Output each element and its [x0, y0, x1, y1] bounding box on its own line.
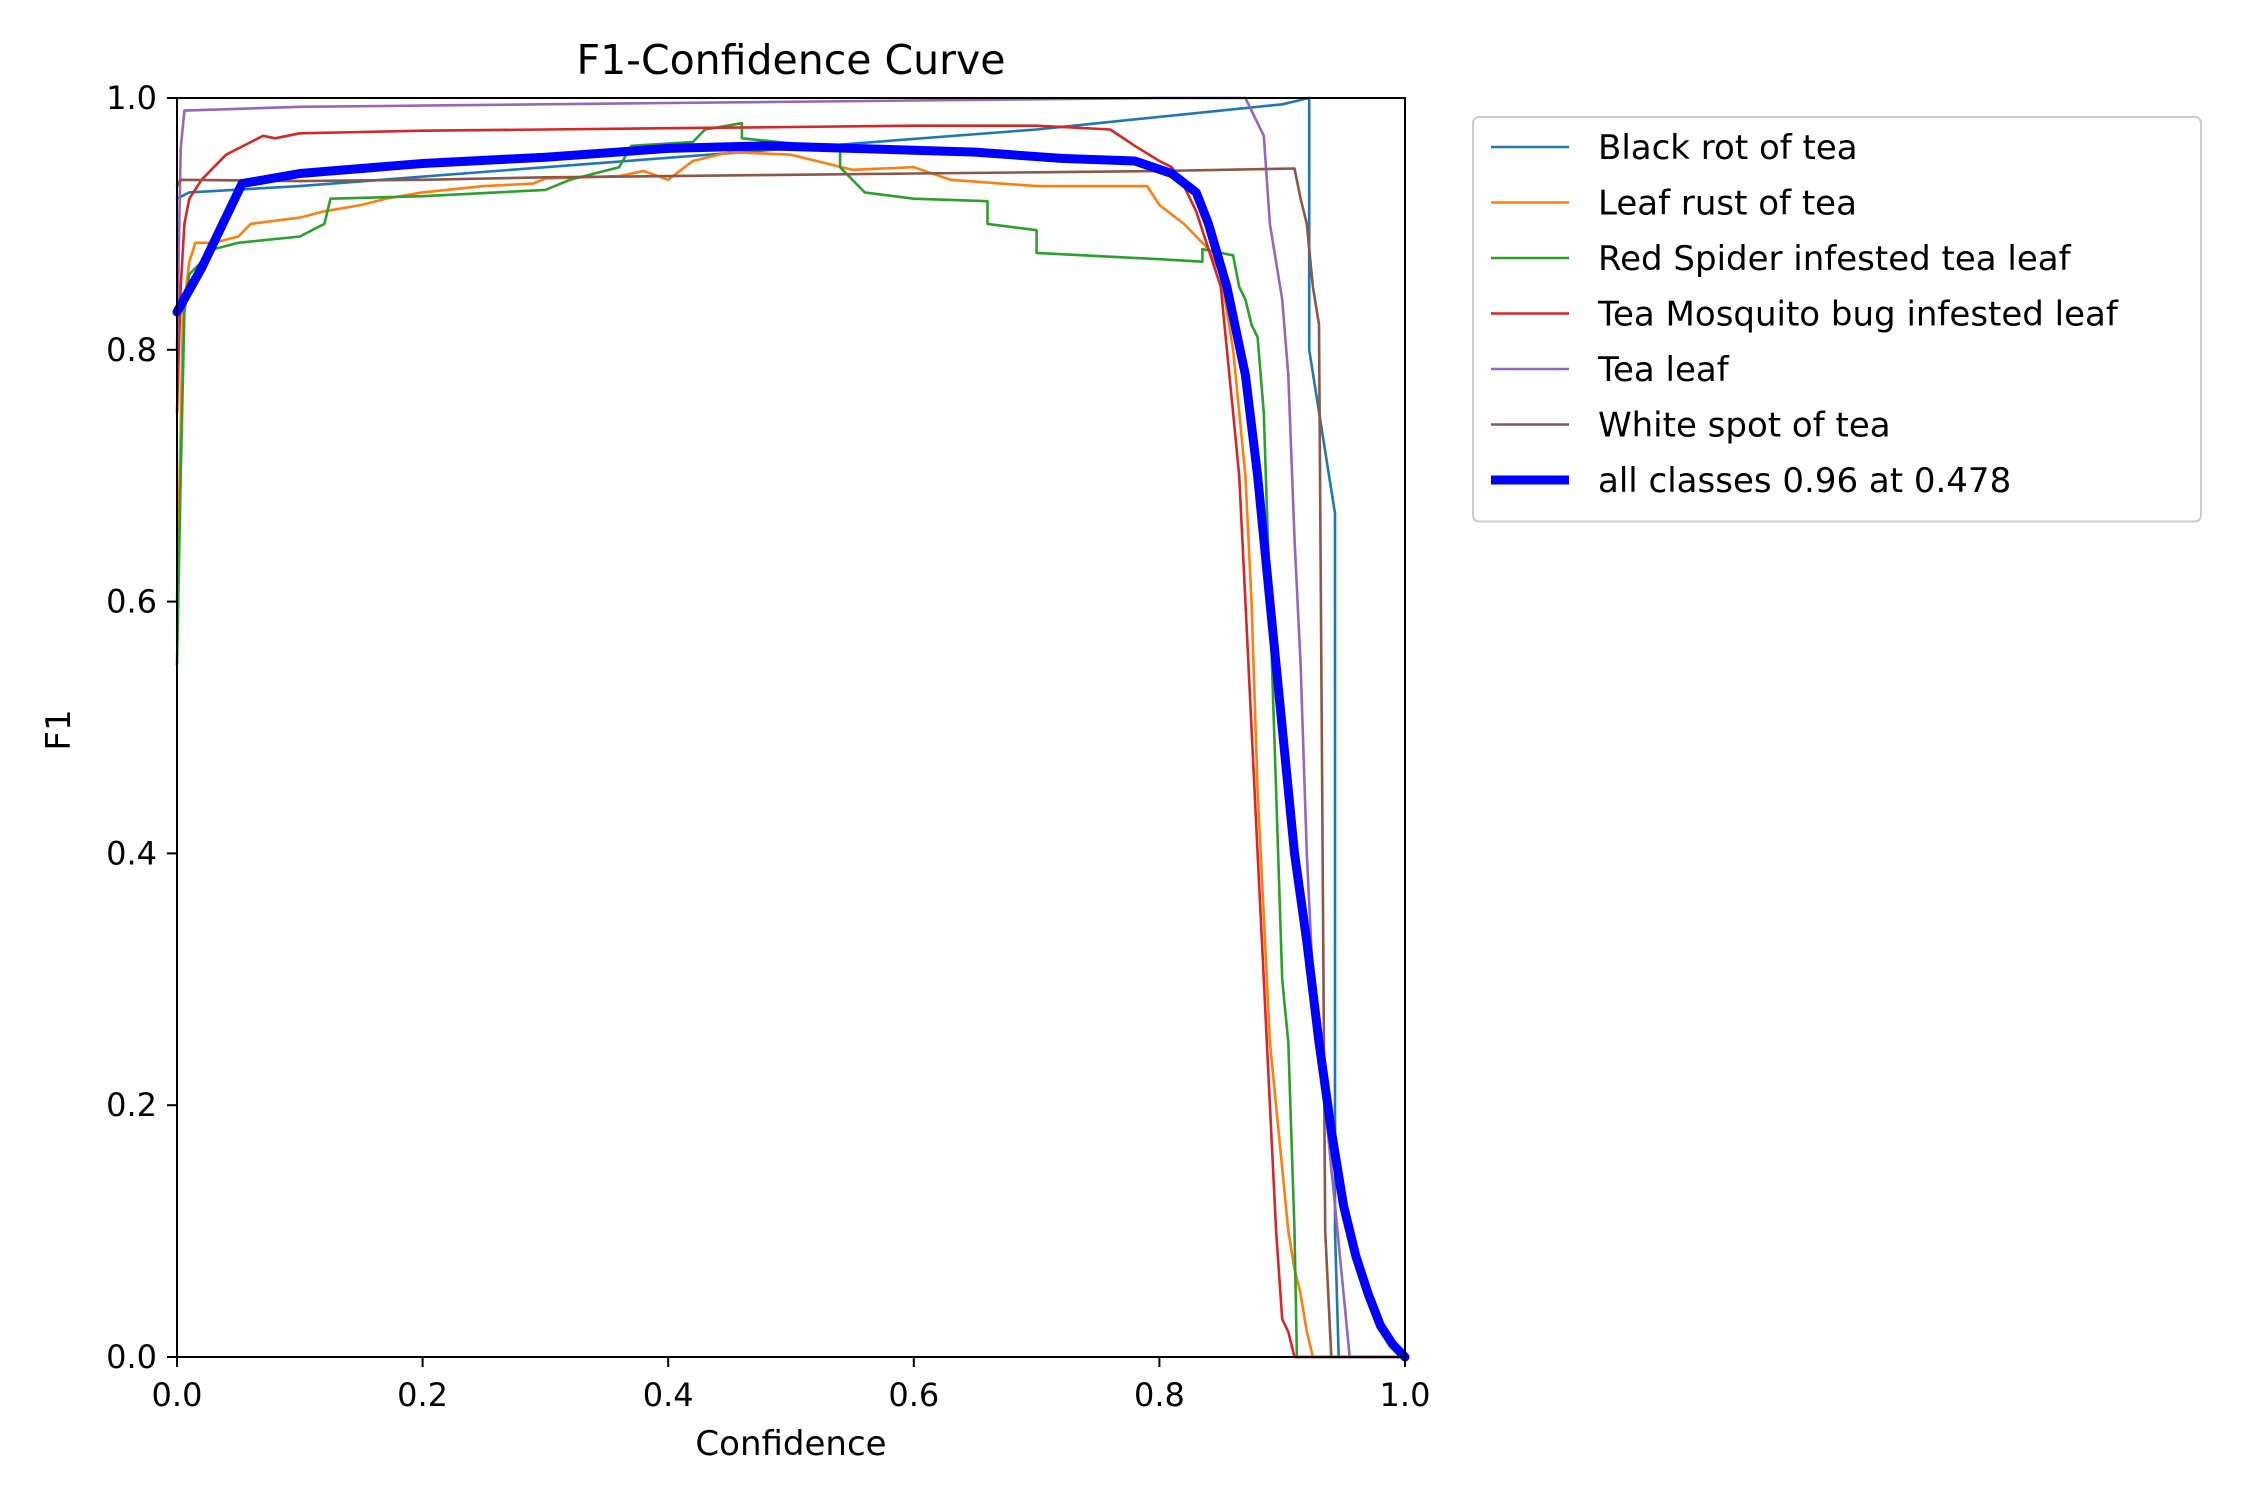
axes-layer: 0.0 0.2 0.4 0.6 0.8 1.0 0.0 0.2 0.4 0.6 0.8 1.0 — [106, 79, 1430, 1414]
legend-label-4: Tea leaf — [1597, 350, 1730, 390]
series-line-1 — [175, 150, 1407, 1359]
x-tick-label: 0.6 — [888, 1376, 939, 1414]
y-tick-label: 1.0 — [106, 79, 157, 117]
legend-label-0: Black rot of tea — [1598, 128, 1858, 168]
legend: Black rot of tea Leaf rust of tea Red Spid… — [1472, 116, 2202, 523]
y-tick-label: 0.4 — [106, 834, 157, 872]
legend-label-2: Red Spider infested tea leaf — [1598, 239, 2072, 279]
legend-label-1: Leaf rust of tea — [1598, 184, 1857, 224]
x-tick-label: 1.0 — [1380, 1376, 1431, 1414]
x-axis-label: Confidence — [695, 1424, 886, 1464]
y-tick-label: 0.8 — [106, 331, 157, 369]
y-tick-label: 0.6 — [106, 583, 157, 621]
series-line-4 — [175, 96, 1407, 1359]
y-axis-label: F1 — [39, 709, 79, 750]
legend-label-3: Tea Mosquito bug infested leaf — [1597, 295, 2119, 335]
series-layer — [172, 96, 1410, 1362]
series-line-3 — [175, 124, 1407, 1359]
chart-title: F1-Confidence Curve — [577, 36, 1006, 84]
series-line-2 — [175, 121, 1407, 1359]
x-tick-label: 0.4 — [643, 1376, 694, 1414]
plot-frame — [176, 97, 1406, 1358]
x-tick-label: 0.2 — [397, 1376, 448, 1414]
series-line-6 — [172, 141, 1410, 1362]
x-tick-label: 0.0 — [152, 1376, 203, 1414]
legend-label-6: all classes 0.96 at 0.478 — [1598, 461, 2011, 501]
series-line-5 — [175, 167, 1407, 1359]
series-line-0 — [175, 96, 1407, 1359]
y-tick-label: 0.2 — [106, 1086, 157, 1124]
x-tick-label: 0.8 — [1134, 1376, 1185, 1414]
legend-box — [1472, 116, 2202, 523]
y-tick-label: 0.0 — [106, 1338, 157, 1376]
legend-label-5: White spot of tea — [1598, 406, 1891, 446]
